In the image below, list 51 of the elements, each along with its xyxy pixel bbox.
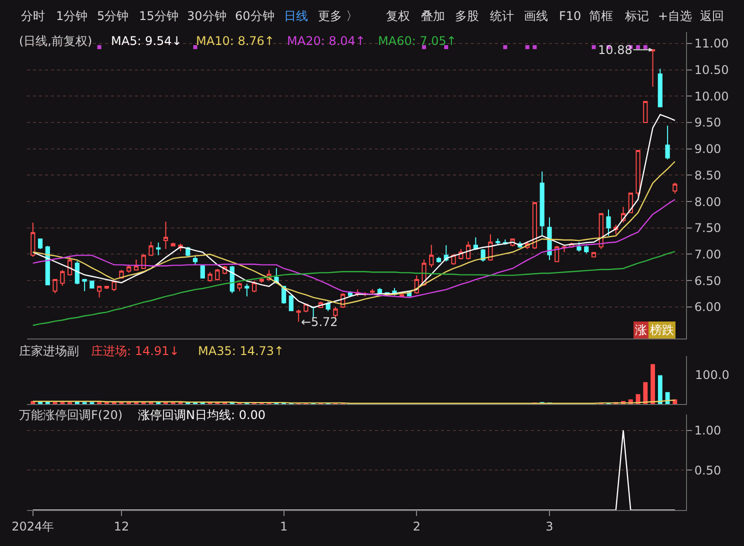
chart-title: (日线,前复权) <box>19 34 92 48</box>
text: 庄进场: 14.91↓ <box>91 344 180 358</box>
chart-title: 万能涨停回调F(20) <box>19 408 123 422</box>
y-tick-label: 7.50 <box>694 221 722 236</box>
text: 标记 <box>624 9 649 23</box>
text: MA5: 9.54↓ <box>111 34 182 48</box>
text: 30分钟 <box>187 9 226 23</box>
text: F10 <box>559 9 582 23</box>
y-tick-label: 8.00 <box>694 194 722 209</box>
text: 涨停回调N日均线: 0.00 <box>138 408 266 422</box>
y-tick-label: 10.50 <box>694 63 729 78</box>
text: 日线 <box>284 9 308 23</box>
text: MA35: 14.73↑ <box>198 344 284 358</box>
y-tick-label: 9.00 <box>694 142 722 156</box>
x-tick-label: 1 <box>280 520 288 534</box>
text: 叠加 <box>421 9 445 23</box>
text: 60分钟 <box>235 9 274 23</box>
y-tick-label: 10.00 <box>694 89 729 104</box>
text: MA20: 8.04↑ <box>287 34 366 48</box>
annotation: ←5.72 <box>301 315 338 329</box>
y-tick-label: 8.50 <box>694 168 722 182</box>
y-tick-label: 9.50 <box>694 116 722 130</box>
y-tick-label: 11.00 <box>694 36 729 51</box>
text: 统计 <box>490 9 514 23</box>
chart-title: 庄家进场副 <box>19 344 79 358</box>
y-tick-label: 0.50 <box>694 463 722 478</box>
annotation: 10.88 <box>598 43 632 57</box>
text: 15分钟 <box>139 9 178 23</box>
x-tick-label: 2 <box>412 520 420 534</box>
text: MA60: 7.05↑ <box>378 34 456 48</box>
text: 5分钟 <box>97 9 129 23</box>
x-tick-label: 2024年 <box>12 520 54 534</box>
text: 分时 <box>21 9 45 23</box>
x-tick-label: 3 <box>546 520 554 534</box>
y-tick-label: 6.00 <box>694 300 722 314</box>
text: 1分钟 <box>56 9 88 23</box>
y-tick-label: 6.50 <box>694 274 722 288</box>
y-tick-label: 1.00 <box>694 424 722 438</box>
text: +自选 <box>658 9 692 23</box>
text: 100.0 <box>695 368 730 382</box>
y-tick-label: 7.00 <box>694 247 722 262</box>
text: 简框 <box>589 9 613 23</box>
text: MA10: 8.76↑ <box>196 34 274 48</box>
text: 多股 <box>455 9 479 23</box>
text: 更多 〉 <box>318 9 358 23</box>
x-tick-label: 12 <box>114 520 130 534</box>
text: 复权 <box>386 9 410 23</box>
annotation: 涨 <box>635 323 647 337</box>
text: 返回 <box>700 9 724 23</box>
text: 画线 <box>524 9 548 23</box>
annotation: 榜跌 <box>650 323 674 337</box>
